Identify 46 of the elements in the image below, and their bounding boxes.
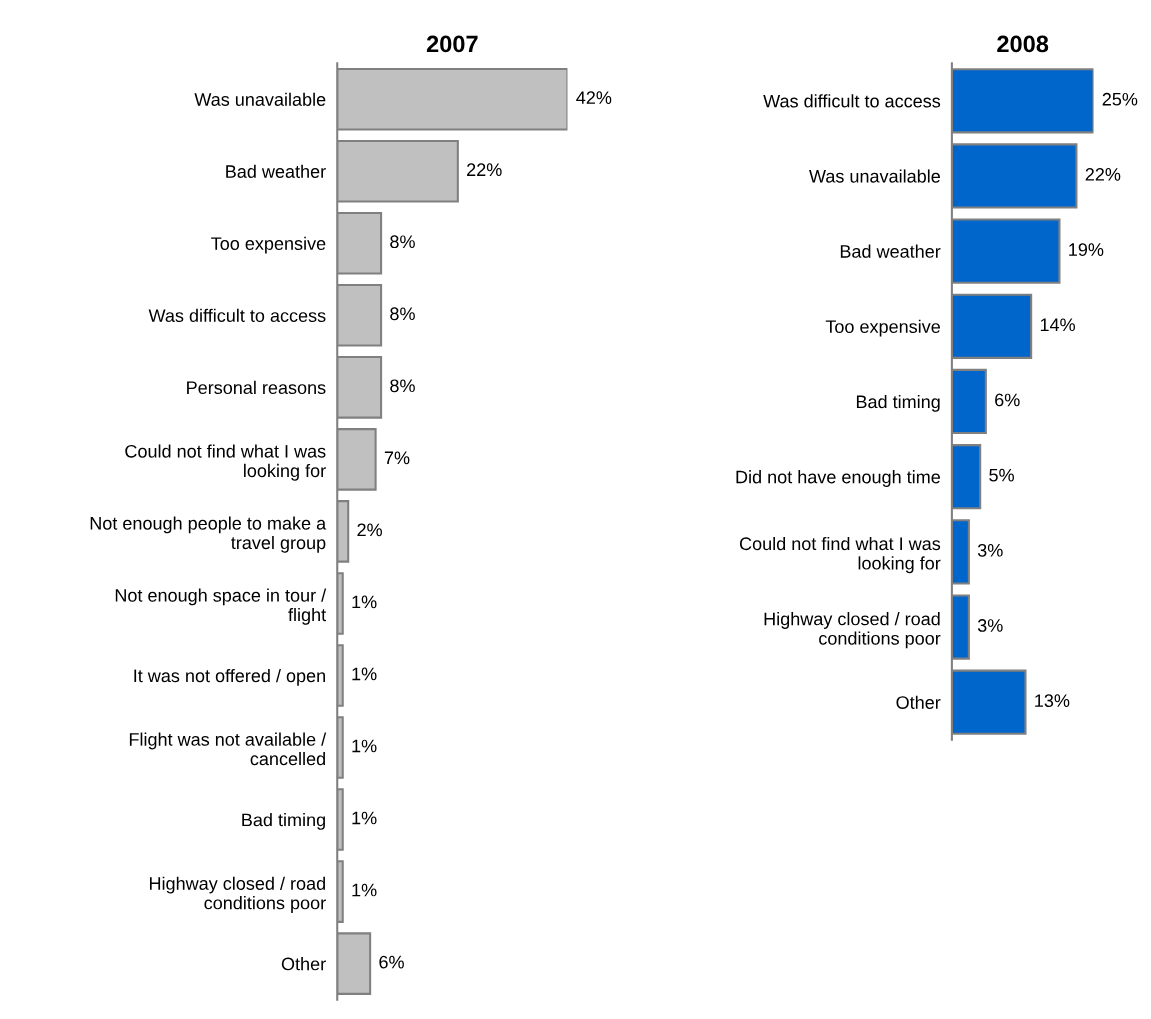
data-label: 13%: [1035, 694, 1070, 708]
y-tick-label: Personal reasons: [187, 380, 326, 395]
data-label: 6%: [995, 393, 1020, 407]
data-label: 1%: [352, 667, 377, 681]
data-label: 14%: [1040, 318, 1075, 332]
data-label: 6%: [379, 955, 404, 969]
chart-title: 2007: [426, 35, 478, 53]
data-label: 1%: [352, 595, 377, 609]
data-label: 8%: [390, 235, 415, 249]
y-tick-label: Bad timing: [242, 813, 325, 830]
data-label: 22%: [467, 163, 502, 177]
y-tick-label: Could not find what I was looking for: [739, 536, 941, 574]
y-tick-label: It was not offered / open: [134, 668, 325, 686]
data-label: 42%: [576, 91, 612, 104]
data-label: 2%: [357, 523, 382, 537]
y-tick-label: Bad timing: [856, 394, 940, 412]
data-label: 3%: [977, 543, 1003, 557]
y-tick-label: Was unavailable: [809, 169, 940, 183]
y-tick-label: Was difficult to access: [763, 94, 941, 108]
y-tick-label: Too expensive: [825, 319, 940, 337]
y-tick-label: Too expensive: [211, 236, 326, 254]
data-label: 7%: [384, 451, 410, 465]
y-tick-label: Not enough space in tour / flight: [115, 588, 327, 625]
chart-title: 2008: [997, 35, 1049, 53]
y-tick-label: Highway closed / road conditions poor: [764, 612, 941, 649]
y-tick-label: Flight was not available / cancelled: [129, 732, 327, 766]
data-label: 22%: [1085, 168, 1121, 181]
y-tick-label: Other: [896, 695, 941, 709]
y-tick-label: Could not find what I was looking for: [125, 444, 326, 481]
data-label: 1%: [352, 811, 377, 825]
y-tick-label: Was unavailable: [194, 92, 326, 106]
data-label: 5%: [989, 468, 1014, 482]
y-tick-label: Highway closed / road conditions poor: [149, 876, 326, 913]
data-label: 8%: [390, 307, 415, 321]
y-tick-label: Not enough people to make a travel group: [90, 516, 327, 553]
data-label: 1%: [352, 739, 377, 753]
data-label: 19%: [1069, 243, 1104, 256]
data-label: 8%: [390, 379, 415, 393]
y-tick-label: Bad weather: [226, 164, 326, 178]
y-tick-label: Other: [281, 957, 326, 971]
y-tick-label: Was difficult to access: [148, 308, 326, 323]
data-label: 3%: [977, 619, 1003, 632]
y-tick-label: Bad weather: [840, 244, 941, 258]
data-label: 25%: [1102, 92, 1138, 106]
data-label: 1%: [352, 883, 377, 897]
y-tick-label: Did not have enough time: [736, 470, 940, 487]
